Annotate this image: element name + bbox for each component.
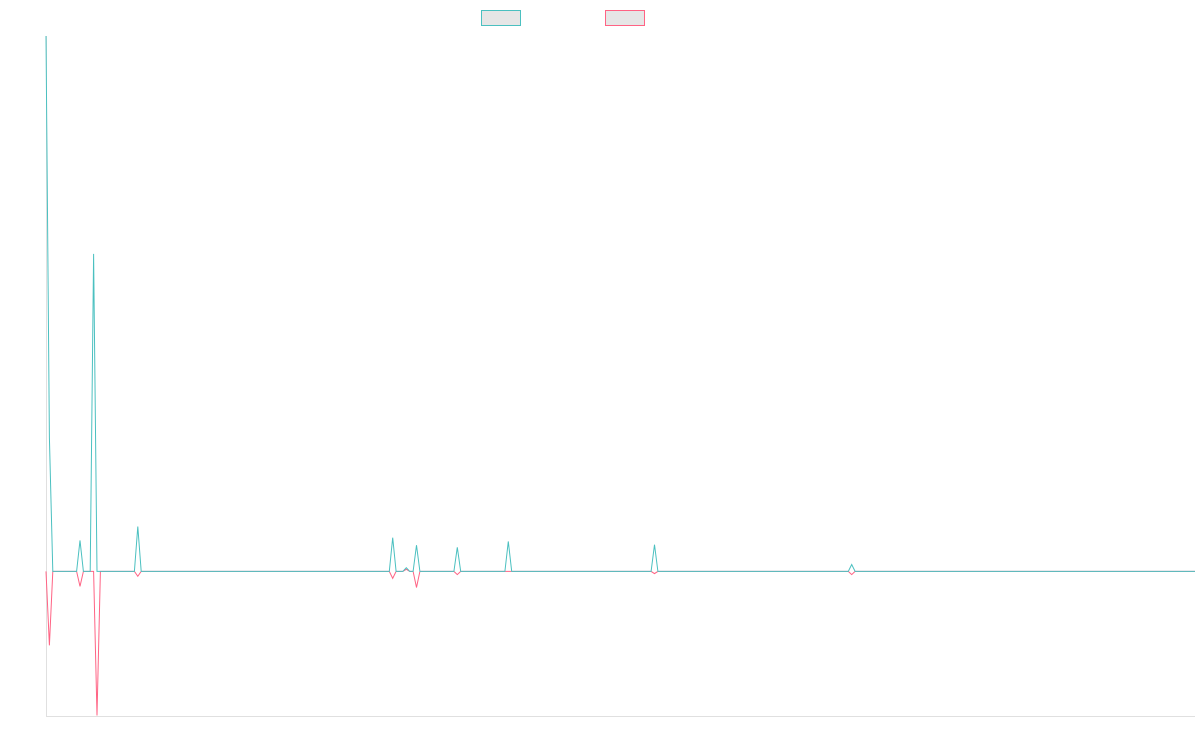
legend-swatch-series-1[interactable] <box>481 10 521 26</box>
series-line-2 <box>45 568 1195 716</box>
legend-swatch-series-2[interactable] <box>605 10 645 26</box>
series-line-1 <box>45 35 1195 572</box>
